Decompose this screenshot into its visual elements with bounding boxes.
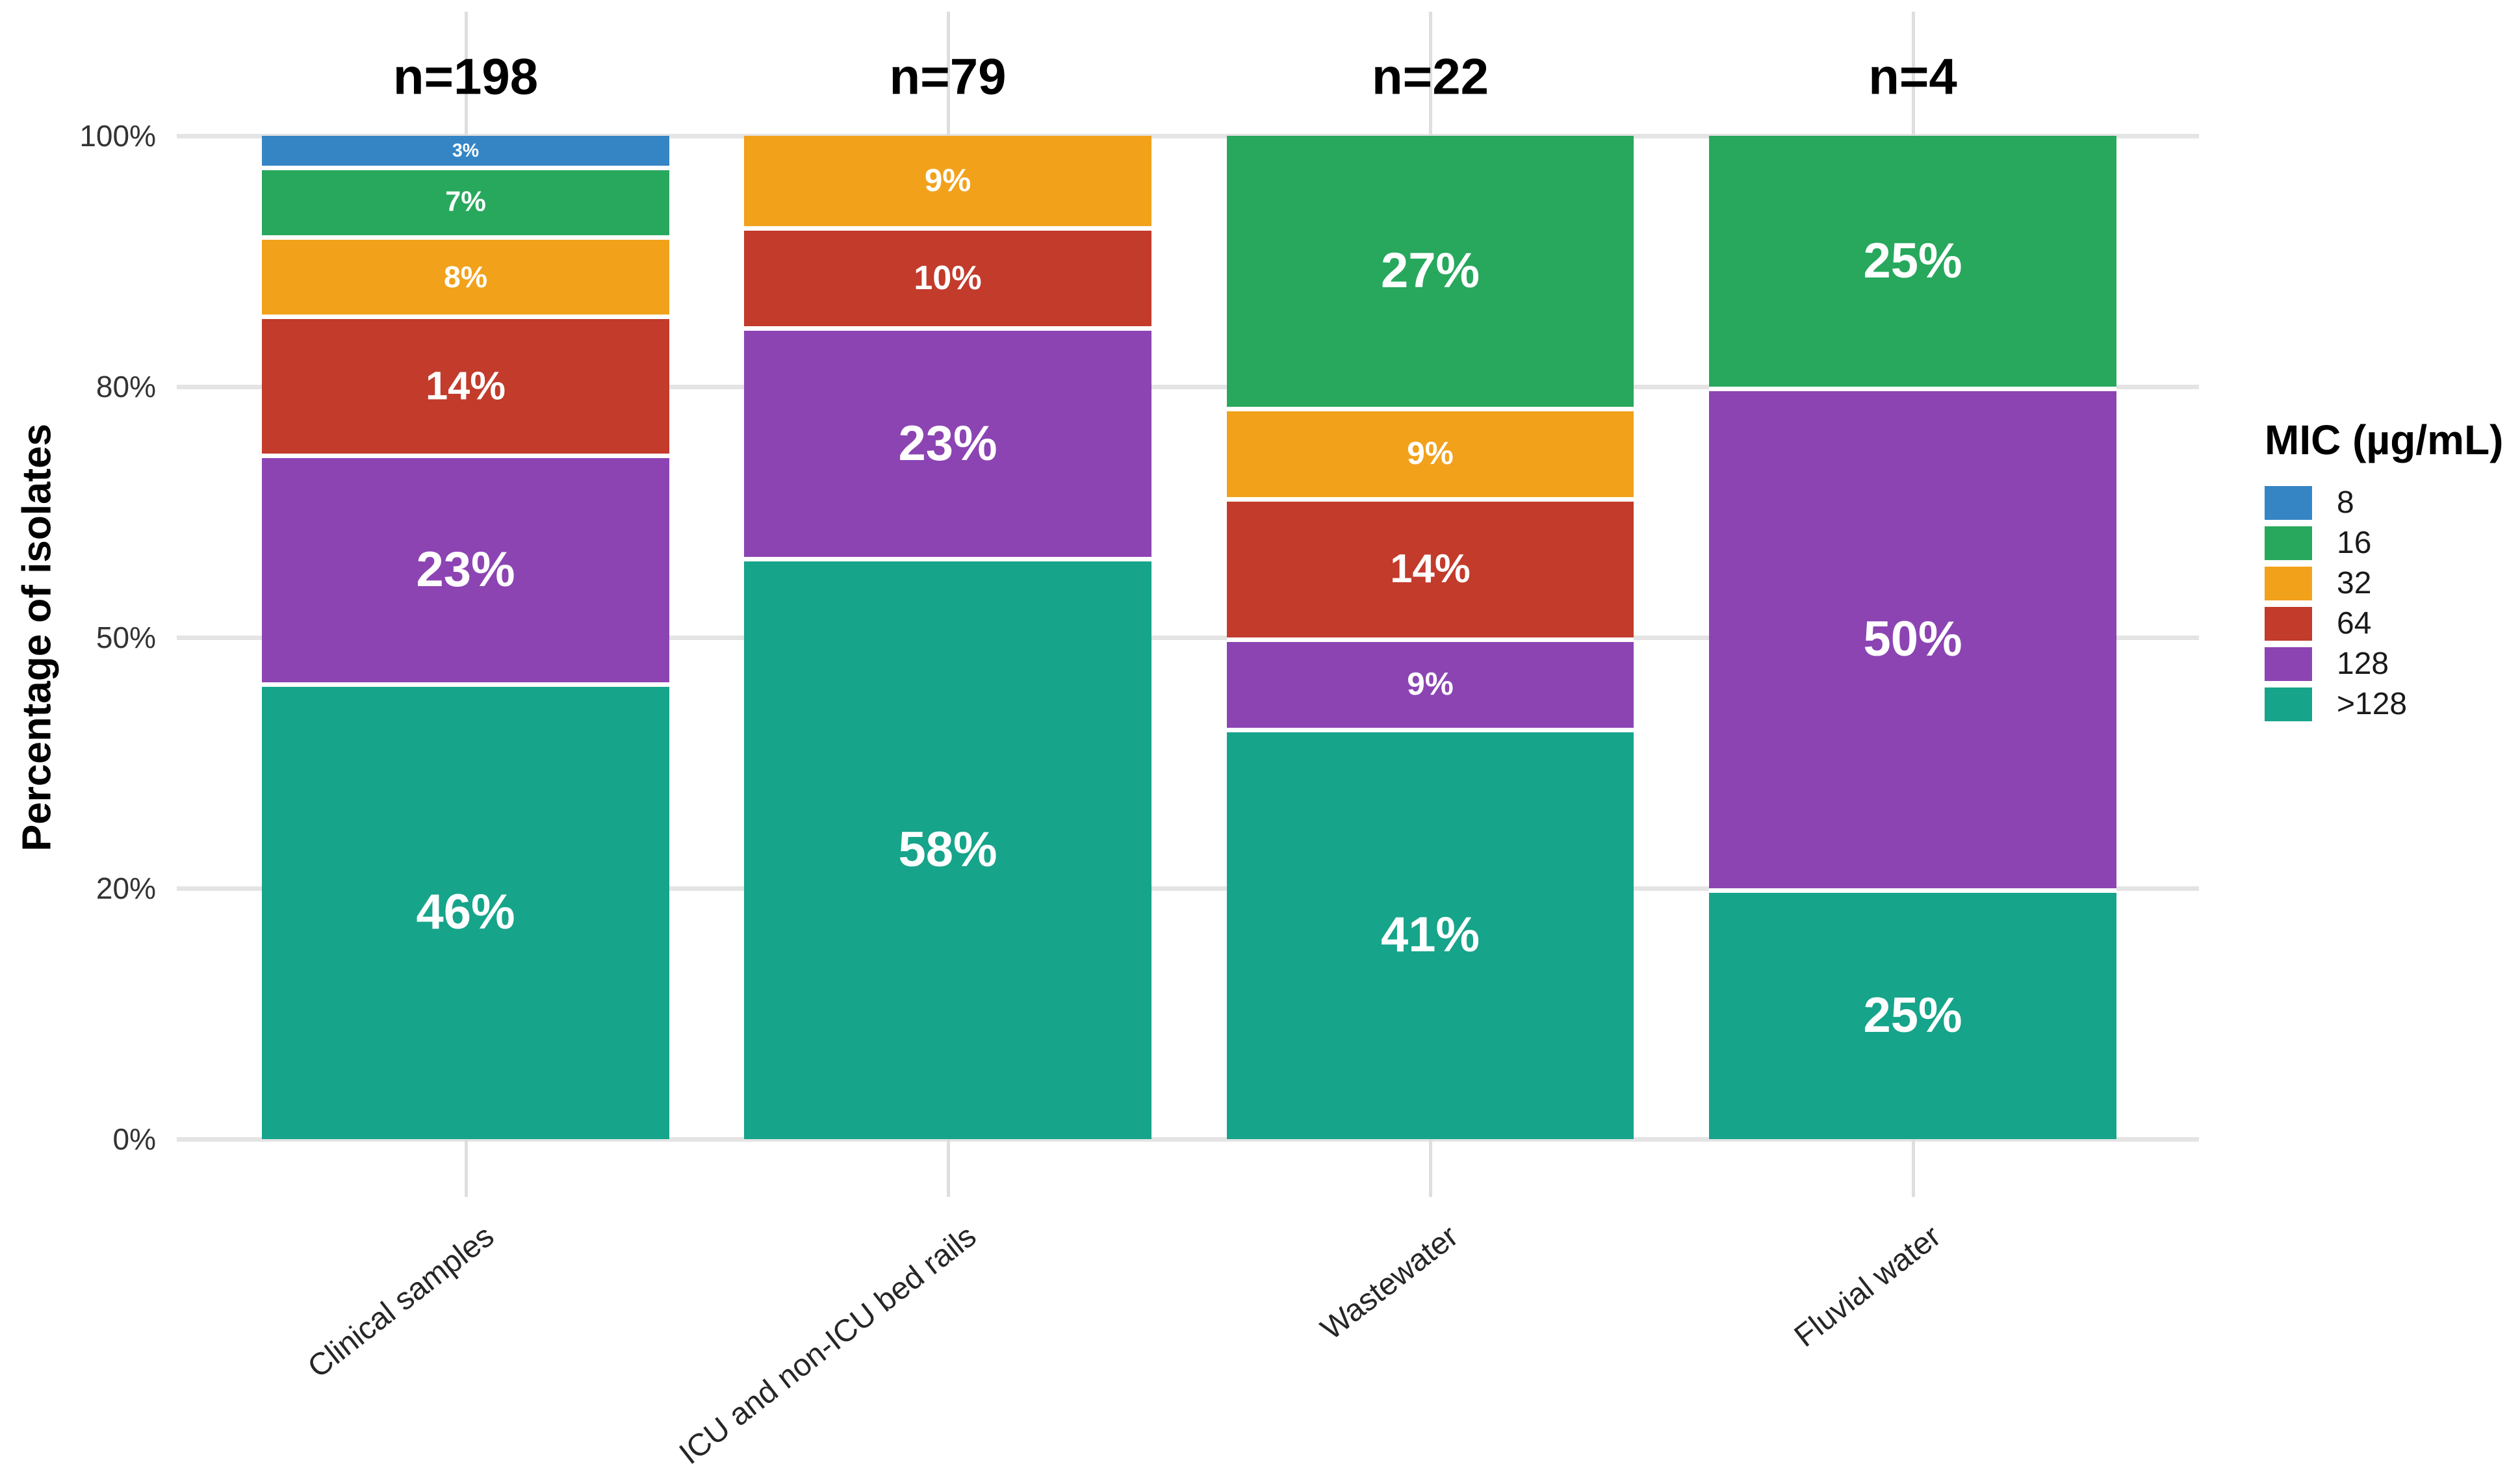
segment-label: 3%: [452, 140, 480, 161]
bar-segment-mic-16: [1709, 136, 2116, 387]
count-label: n=198: [392, 47, 539, 105]
bar-segment-mic->128: [1709, 888, 2116, 1139]
bar-segment-mic-32: [1227, 406, 1634, 497]
segment-label: 9%: [1407, 435, 1454, 472]
y-axis-tick-label: 0%: [112, 1122, 156, 1156]
legend-item-mic-128: 128: [2265, 647, 2503, 681]
gridline-horizontal: [177, 1137, 2199, 1142]
bar-wastewater: 27% 9% 14% 9% 41%: [1227, 136, 1634, 1139]
bar-segment-mic-64: [262, 315, 669, 454]
bar-segment-mic-128: [744, 326, 1151, 558]
y-axis-tick-label: 20%: [96, 871, 156, 905]
y-axis-tick-label: 50%: [96, 621, 156, 654]
bar-segment-mic->128: [1227, 727, 1634, 1139]
legend-swatch: [2265, 526, 2312, 560]
segment-label: 41%: [1380, 907, 1480, 963]
bar-clinical-samples: 3% 7% 8% 14% 23% 46%: [262, 136, 669, 1139]
bar-segment-mic-32: [744, 136, 1151, 226]
count-label: n=22: [1372, 47, 1489, 105]
segment-label: 14%: [1390, 546, 1471, 592]
legend-item-mic-32: 32: [2265, 567, 2503, 600]
x-category-label: Clinical samples: [301, 1218, 500, 1385]
segment-label: 58%: [898, 822, 997, 878]
gridline-horizontal: [177, 385, 2199, 389]
segment-label: 25%: [1863, 988, 1962, 1043]
segment-label: 23%: [416, 541, 515, 597]
bar-segment-mic-32: [262, 235, 669, 315]
legend-item-mic-16: 16: [2265, 526, 2503, 560]
y-axis-title: Percentage of isolates: [14, 423, 60, 852]
segment-label: 9%: [1407, 666, 1454, 702]
legend-swatch: [2265, 486, 2312, 520]
segment-label: 46%: [416, 884, 515, 940]
legend-label: 64: [2337, 606, 2372, 641]
legend-label: 128: [2337, 647, 2389, 681]
bar-segment-mic-8: [262, 136, 669, 166]
legend-item-mic-8: 8: [2265, 486, 2503, 520]
segment-label: 23%: [898, 415, 997, 471]
bar-segment-mic-128: [262, 454, 669, 682]
gridline-horizontal: [177, 636, 2199, 640]
segment-label: 7%: [445, 186, 486, 218]
gridline-horizontal: [177, 134, 2199, 138]
legend-label: 8: [2337, 485, 2354, 520]
legend-item-mic-64: 64: [2265, 607, 2503, 641]
y-axis-tick-label: 100%: [79, 119, 156, 153]
legend-label: 32: [2337, 566, 2372, 600]
bar-segment-mic->128: [262, 682, 669, 1139]
bar-fluvial-water: 25% 50% 25%: [1709, 136, 2116, 1139]
bar-segment-mic-64: [1227, 496, 1634, 637]
legend-title: MIC (µg/mL): [2265, 417, 2504, 463]
segment-label: 8%: [443, 259, 488, 294]
x-category-label: ICU and non-ICU bed rails: [673, 1218, 983, 1472]
x-category-label: Fluvial water: [1788, 1218, 1948, 1354]
x-category-label: Wastewater: [1315, 1218, 1465, 1347]
segment-label: 14%: [426, 363, 506, 409]
legend-swatch: [2265, 687, 2312, 721]
segment-label: 50%: [1863, 611, 1962, 667]
legend-item-mic->128: >128: [2265, 687, 2503, 721]
bar-icu-and-non-icu-bed-rails: 9% 10% 23% 58%: [744, 136, 1151, 1139]
segment-label: 9%: [924, 162, 971, 199]
bar-segment-mic->128: [744, 557, 1151, 1139]
legend-label: 16: [2337, 526, 2372, 560]
segment-label: 10%: [914, 259, 982, 298]
gridline-horizontal: [177, 886, 2199, 891]
legend-swatch: [2265, 607, 2312, 641]
bar-segment-mic-128: [1709, 387, 2116, 888]
bar-segment-mic-16: [262, 165, 669, 235]
count-label: n=79: [889, 47, 1007, 105]
segment-label: 25%: [1863, 233, 1962, 289]
legend-items: 8 16 32 64 128 >128: [2265, 486, 2503, 721]
bar-segment-mic-64: [744, 225, 1151, 327]
segment-label: 27%: [1380, 243, 1480, 299]
y-axis-tick-label: 80%: [96, 370, 156, 404]
bar-segment-mic-16: [1227, 136, 1634, 407]
count-label: n=4: [1868, 47, 1957, 105]
legend: MIC (µg/mL) 8 16 32 64 128 >128: [2265, 416, 2503, 728]
legend-swatch: [2265, 647, 2312, 681]
legend-swatch: [2265, 567, 2312, 600]
bar-segment-mic-128: [1227, 637, 1634, 728]
legend-label: >128: [2337, 687, 2408, 721]
